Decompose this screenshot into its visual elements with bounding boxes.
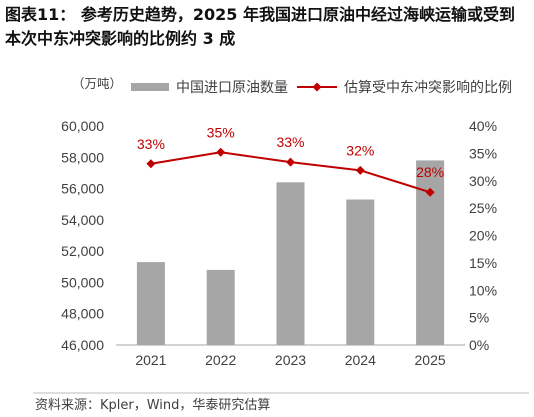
x-axis-tick-label: 2025: [415, 352, 446, 368]
share-data-labels: 33% 35% 33% 32% 28%: [137, 124, 444, 180]
data-label-2025: 28%: [416, 164, 444, 180]
right-axis-tick-label: 25%: [469, 200, 497, 216]
left-axis-tick-label: 56,000: [61, 181, 104, 197]
right-axis-tick-label: 10%: [469, 282, 497, 298]
chart-title-line-1: 图表11： 参考历史趋势，2025 年我国进口原油中经过海峡运输或受到: [5, 5, 515, 24]
left-axis-unit-label: （万吨）: [72, 76, 122, 91]
left-axis-tick-label: 58,000: [61, 149, 104, 165]
data-label-2023: 33%: [276, 134, 304, 150]
bar-2023: [276, 182, 305, 345]
x-axis-tick-label: 2022: [205, 352, 236, 368]
x-axis-tick-labels: 2021 2022 2023 2024 2025: [135, 352, 446, 368]
data-label-2022: 35%: [207, 124, 235, 140]
left-axis-tick-label: 46,000: [61, 337, 104, 353]
legend-item-share: 估算受中东冲突影响的比例: [297, 80, 512, 96]
source-note: 资料来源：Kpler，Wind，华泰研究估算: [35, 398, 270, 413]
bar-2021: [136, 262, 165, 345]
left-axis-tick-label: 52,000: [61, 243, 104, 259]
x-axis-tick-label: 2024: [345, 352, 376, 368]
legend-label-imports: 中国进口原油数量: [176, 80, 288, 96]
right-axis-tick-label: 15%: [469, 255, 497, 271]
bar-2024: [346, 199, 375, 345]
right-axis-tick-label: 40%: [469, 118, 497, 134]
right-axis-tick-label: 30%: [469, 173, 497, 189]
line-marker-2025: [425, 187, 435, 197]
left-axis-tick-label: 60,000: [61, 118, 104, 134]
right-axis-tick-label: 0%: [469, 337, 489, 353]
chart-title: 图表11： 参考历史趋势，2025 年我国进口原油中经过海峡运输或受到 本次中东…: [5, 3, 529, 51]
share-line-markers: [146, 147, 435, 197]
left-axis-tick-labels: 46,000 48,000 50,000 52,000 54,000 56,000 58,0…: [61, 118, 104, 353]
line-marker-2021: [146, 159, 156, 169]
line-marker-2024: [355, 165, 365, 175]
legend-label-share: 估算受中东冲突影响的比例: [344, 80, 512, 96]
legend: 中国进口原油数量 估算受中东冲突影响的比例: [131, 80, 512, 96]
legend-bar-swatch: [131, 83, 169, 91]
right-axis-tick-label: 20%: [469, 228, 497, 244]
data-label-2021: 33%: [137, 136, 165, 152]
line-marker-2023: [286, 157, 295, 167]
data-label-2024: 32%: [346, 142, 374, 158]
legend-item-imports: 中国进口原油数量: [131, 80, 288, 96]
left-axis-tick-label: 50,000: [61, 274, 104, 290]
right-axis-tick-label: 35%: [469, 145, 497, 161]
right-axis-tick-label: 5%: [469, 310, 489, 326]
x-axis-tick-label: 2023: [275, 352, 306, 368]
left-axis-tick-label: 48,000: [61, 306, 104, 322]
chart-title-line-2: 本次中东冲突影响的比例约 3 成: [5, 29, 236, 48]
left-axis-tick-label: 54,000: [61, 212, 104, 228]
right-axis-tick-labels: 0% 5% 10% 15% 20% 25% 30% 35% 40%: [469, 118, 497, 353]
legend-diamond-marker: [312, 82, 322, 92]
line-marker-2022: [216, 147, 226, 157]
import-volume-bars: [136, 160, 445, 345]
bar-2022: [206, 269, 235, 345]
x-axis-tick-label: 2021: [135, 352, 166, 368]
